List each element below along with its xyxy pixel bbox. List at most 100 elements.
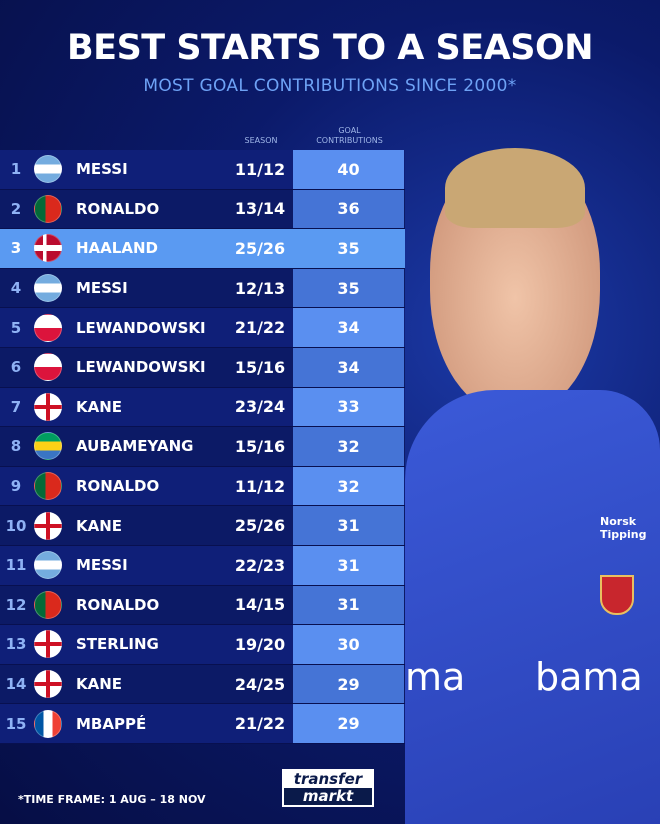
france-flag-icon	[34, 709, 62, 738]
rank: 8	[10, 437, 22, 456]
goal-contributions: 33	[293, 387, 404, 427]
england-flag-icon	[34, 392, 62, 421]
player-name: LEWANDOWSKI	[76, 358, 206, 377]
player-name: KANE	[76, 516, 123, 535]
page-subtitle: MOST GOAL CONTRIBUTIONS SINCE 2000*	[143, 76, 517, 96]
goal-contributions: 29	[293, 664, 404, 704]
table-row: 7 KANE 23/24 33	[0, 387, 405, 428]
table-row: 12 RONALDO 14/15 31	[0, 585, 405, 626]
season: 14/15	[234, 595, 286, 615]
season: 12/13	[234, 278, 286, 298]
season: 21/22	[234, 318, 286, 338]
rank: 15	[5, 714, 27, 733]
jersey-sponsor-sleeve: ma	[405, 655, 465, 699]
player-name: MBAPPÉ	[76, 714, 147, 733]
player-photo: Norsk Tipping bama ma	[405, 140, 660, 824]
season: 22/23	[234, 555, 286, 575]
player-name: LEWANDOWSKI	[76, 318, 206, 337]
goal-contributions: 35	[293, 229, 404, 268]
rank: 10	[5, 516, 27, 535]
england-flag-icon	[34, 630, 62, 659]
england-flag-icon	[34, 511, 62, 540]
argentina-flag-icon	[34, 551, 62, 580]
season: 23/24	[234, 397, 286, 417]
player-name: HAALAND	[76, 239, 158, 258]
gabon-flag-icon	[34, 432, 62, 461]
season: 25/26	[234, 238, 286, 258]
rank: 14	[5, 675, 27, 694]
table-row: 4 MESSI 12/13 35	[0, 268, 405, 309]
rank: 9	[10, 477, 22, 496]
player-name: KANE	[76, 675, 123, 694]
rank: 1	[10, 160, 22, 179]
season: 24/25	[234, 674, 286, 694]
footnote: *TIME FRAME: 1 AUG – 18 NOV	[18, 793, 206, 806]
page-title: BEST STARTS TO A SEASON	[67, 28, 594, 68]
transfermarkt-logo: transfer markt	[282, 769, 374, 807]
portugal-flag-icon	[34, 472, 62, 501]
table-row: 13 STERLING 19/20 30	[0, 625, 405, 665]
goal-contributions: 35	[293, 268, 404, 308]
england-flag-icon	[34, 670, 62, 699]
season: 25/26	[234, 516, 286, 536]
player-name: MESSI	[76, 160, 128, 179]
rank: 13	[5, 635, 27, 654]
table-row: 9 RONALDO 11/12 32	[0, 466, 405, 507]
player-name: AUBAMEYANG	[76, 437, 194, 456]
rank: 12	[5, 595, 27, 614]
season: 13/14	[234, 199, 286, 219]
player-name: MESSI	[76, 556, 128, 575]
goal-contributions: 29	[293, 704, 404, 743]
table-row: 1 MESSI 11/12 40	[0, 150, 405, 190]
goal-contributions: 30	[293, 625, 404, 664]
table-row: 11 MESSI 22/23 31	[0, 545, 405, 586]
player-name: RONALDO	[76, 595, 160, 614]
norway-flag-icon	[34, 234, 62, 263]
portugal-flag-icon	[34, 590, 62, 619]
player-name: RONALDO	[76, 199, 160, 218]
table-row: 10 KANE 25/26 31	[0, 506, 405, 546]
player-name: RONALDO	[76, 477, 160, 496]
goal-contributions: 31	[293, 506, 404, 545]
argentina-flag-icon	[34, 155, 62, 184]
rank: 6	[10, 358, 22, 377]
season: 11/12	[234, 159, 286, 179]
season: 15/16	[234, 357, 286, 377]
player-name: MESSI	[76, 279, 128, 298]
argentina-flag-icon	[34, 274, 62, 303]
season: 11/12	[234, 476, 286, 496]
player-name: KANE	[76, 397, 123, 416]
table-row: 2 RONALDO 13/14 36	[0, 189, 405, 230]
season: 15/16	[234, 436, 286, 456]
season-header: SEASON	[244, 136, 278, 145]
table-row: 8 AUBAMEYANG 15/16 32	[0, 427, 405, 467]
table-row: 15 MBAPPÉ 21/22 29	[0, 704, 405, 744]
poland-flag-icon	[34, 313, 62, 342]
rankings-table: 1 MESSI 11/12 40 2 RONALDO 13/14 36 3 HAAL…	[0, 150, 405, 744]
goal-contributions: 31	[293, 545, 404, 585]
goal-contributions: 36	[293, 189, 404, 229]
goal-contributions: 34	[293, 347, 404, 387]
goal-contributions: 32	[293, 427, 404, 466]
jersey-sponsor: bama	[535, 655, 643, 699]
rank: 3	[10, 239, 22, 258]
portugal-flag-icon	[34, 194, 62, 223]
rank: 4	[10, 279, 22, 298]
jersey-brand: Norsk Tipping	[600, 515, 647, 541]
rank: 5	[10, 318, 22, 337]
goal-contributions: 31	[293, 585, 404, 625]
goal-contributions: 34	[293, 308, 404, 347]
season: 19/20	[234, 634, 286, 654]
contributions-header: GOAL CONTRIBUTIONS	[316, 126, 383, 145]
table-row: 14 KANE 24/25 29	[0, 664, 405, 705]
rank: 7	[10, 397, 22, 416]
season: 21/22	[234, 714, 286, 734]
table-row: 6 LEWANDOWSKI 15/16 34	[0, 347, 405, 388]
goal-contributions: 32	[293, 466, 404, 506]
rank: 2	[10, 199, 22, 218]
table-row: 5 LEWANDOWSKI 21/22 34	[0, 308, 405, 348]
poland-flag-icon	[34, 353, 62, 382]
player-name: STERLING	[76, 635, 159, 654]
table-row: 3 HAALAND 25/26 35	[0, 229, 405, 269]
rank: 11	[5, 556, 27, 575]
